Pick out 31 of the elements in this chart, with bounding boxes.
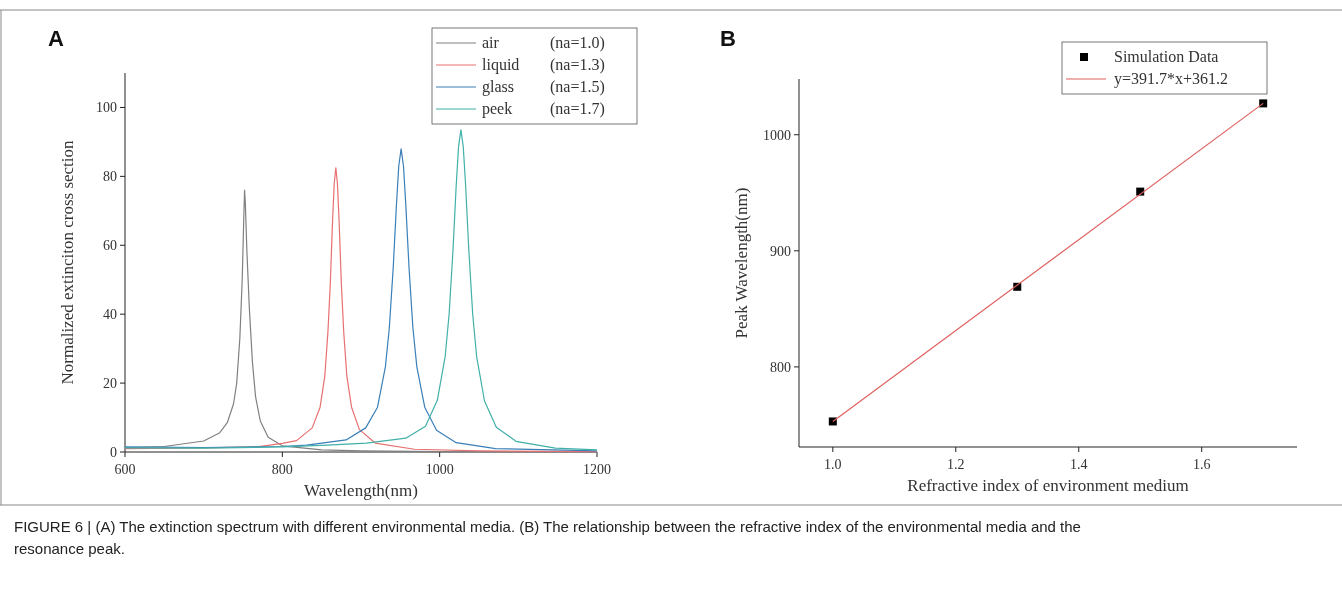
x-tick-label: 1.4: [1069, 457, 1088, 472]
y-axis-title: Peak Wavelength(nm): [732, 187, 751, 339]
point: [1259, 99, 1268, 108]
legend-label: Simulation Data: [1114, 48, 1219, 65]
x-axis-title: Wavelength(nm): [304, 481, 418, 500]
y-tick-label: 800: [770, 359, 791, 375]
x-axis-title: Refractive index of environment medium: [907, 476, 1189, 495]
x-tick-label: 1.6: [1192, 457, 1211, 472]
text: air (na=1.0): [482, 34, 605, 51]
y-tick-label: 80: [103, 169, 117, 185]
text: peek (na=1.7): [482, 100, 605, 117]
chart-title: B: [720, 26, 736, 51]
x-tick-label: 1.2: [947, 457, 965, 472]
y-tick-label: 60: [103, 238, 117, 254]
y-tick-label: 900: [770, 243, 791, 259]
y-axis-title: Normalized extinciton cross section: [58, 139, 77, 385]
x-tick-label: 1.0: [824, 457, 842, 472]
caption: FIGURE 6 | (A) The extinction spectrum with different environmental media. (B) The relationship between the refractive index of the environmental media and the resonance peak.: [14, 518, 1081, 557]
text: liquid (na=1.3): [482, 56, 605, 73]
text: glass (na=1.5): [482, 78, 605, 95]
x-tick-label: 1000: [425, 462, 454, 477]
y-tick-label: 1000: [763, 127, 791, 143]
x-tick-label: 1200: [583, 462, 611, 477]
y-tick-label: 40: [103, 307, 117, 323]
legend-label: y=391.7*x+361.2: [1114, 70, 1229, 88]
y-tick-label: 20: [103, 376, 117, 392]
chart-title: A: [48, 26, 64, 51]
x-tick-label: 800: [271, 462, 293, 477]
y-tick-label: 0: [110, 445, 117, 460]
x-tick-label: 600: [114, 462, 136, 477]
y-tick-label: 100: [96, 100, 117, 116]
